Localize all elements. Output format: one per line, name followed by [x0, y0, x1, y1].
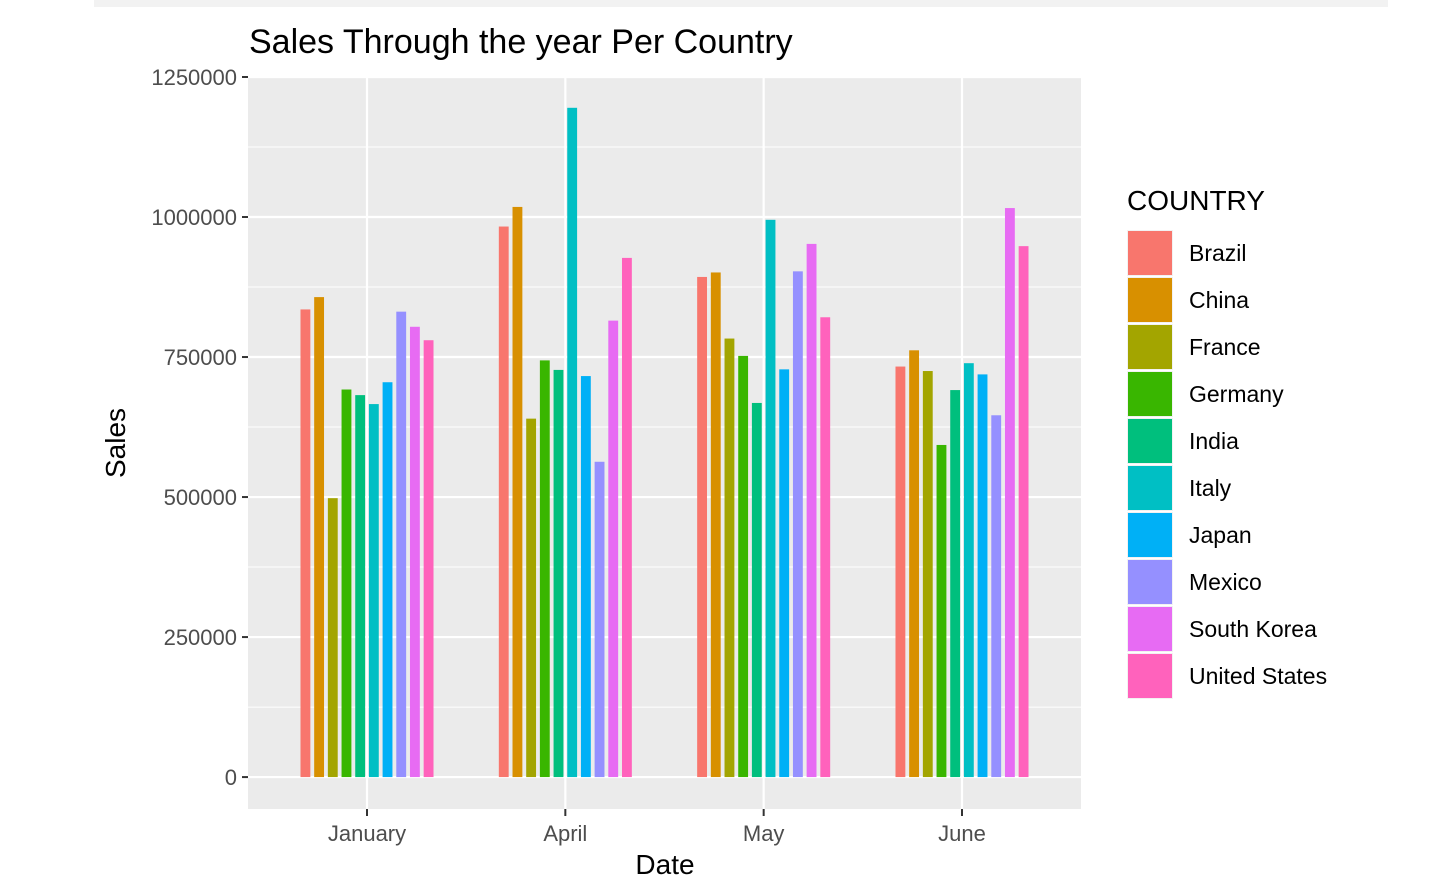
legend-label: Brazil: [1189, 240, 1247, 266]
legend-label: United States: [1189, 663, 1327, 689]
bar: [724, 338, 735, 778]
legend-swatch: [1128, 654, 1172, 698]
bar: [594, 461, 605, 778]
y-tick-label: 1000000: [151, 205, 237, 230]
legend-swatch: [1128, 607, 1172, 651]
legend-title: COUNTRY: [1127, 185, 1265, 216]
legend-swatch: [1128, 560, 1172, 604]
bar: [526, 418, 537, 778]
bar: [991, 415, 1002, 778]
legend-label: India: [1189, 428, 1239, 454]
legend-swatch: [1128, 513, 1172, 557]
y-tick-label: 0: [225, 765, 237, 790]
bar: [820, 317, 831, 778]
bar: [963, 363, 974, 778]
bar: [751, 402, 762, 778]
legend-label: Japan: [1189, 522, 1252, 548]
bar: [1004, 208, 1015, 778]
legend-label: Germany: [1189, 381, 1284, 407]
bar: [792, 271, 803, 778]
y-tick-label: 250000: [164, 625, 237, 650]
legend-swatch: [1128, 372, 1172, 416]
bar: [922, 371, 933, 778]
bar: [327, 498, 338, 778]
bar: [553, 369, 564, 778]
legend: COUNTRY Brazil China France Germany India Ita…: [1127, 185, 1327, 699]
bar: [409, 326, 420, 778]
bar: [608, 320, 619, 778]
x-axis-title: Date: [635, 849, 694, 880]
bar: [498, 226, 509, 778]
bar: [382, 382, 393, 778]
bar: [300, 309, 311, 778]
bar: [738, 355, 749, 778]
x-tick-label: January: [328, 821, 406, 846]
bar: [567, 107, 578, 778]
chart-title: Sales Through the year Per Country: [249, 23, 793, 61]
x-axis: January April May June: [328, 809, 986, 846]
bar: [621, 257, 632, 778]
bar: [697, 276, 708, 778]
bar: [355, 395, 366, 778]
bar: [512, 206, 523, 778]
y-tick-label: 750000: [164, 345, 237, 370]
bar: [765, 219, 776, 778]
bar: [977, 374, 988, 778]
y-tick-label: 1250000: [151, 65, 237, 90]
bar: [909, 350, 920, 778]
x-tick-label: June: [938, 821, 986, 846]
bar: [341, 389, 352, 778]
y-axis-title: Sales: [100, 408, 131, 478]
legend-swatch: [1128, 325, 1172, 369]
bar: [895, 366, 906, 778]
bar: [950, 390, 961, 778]
bar: [539, 360, 550, 778]
bar: [710, 272, 721, 778]
bar: [806, 243, 817, 778]
bar: [936, 444, 947, 778]
bar: [396, 311, 407, 778]
legend-label: France: [1189, 334, 1261, 360]
legend-label: Italy: [1189, 475, 1232, 501]
legend-label: China: [1189, 287, 1249, 313]
legend-swatch: [1128, 466, 1172, 510]
bar: [580, 376, 591, 778]
legend-label: Mexico: [1189, 569, 1262, 595]
legend-label: South Korea: [1189, 616, 1317, 642]
legend-swatch: [1128, 419, 1172, 463]
y-tick-label: 500000: [164, 485, 237, 510]
bar: [423, 340, 434, 778]
bar: [368, 404, 379, 778]
y-axis: 0 250000 500000 750000 1000000 1250000: [151, 65, 248, 790]
x-tick-label: May: [743, 821, 785, 846]
x-tick-label: April: [543, 821, 587, 846]
bars: [300, 107, 1029, 778]
bar: [314, 297, 325, 778]
top-strip: [94, 0, 1388, 7]
bar: [779, 369, 790, 778]
bar: [1018, 246, 1029, 778]
legend-swatch: [1128, 231, 1172, 275]
legend-swatch: [1128, 278, 1172, 322]
